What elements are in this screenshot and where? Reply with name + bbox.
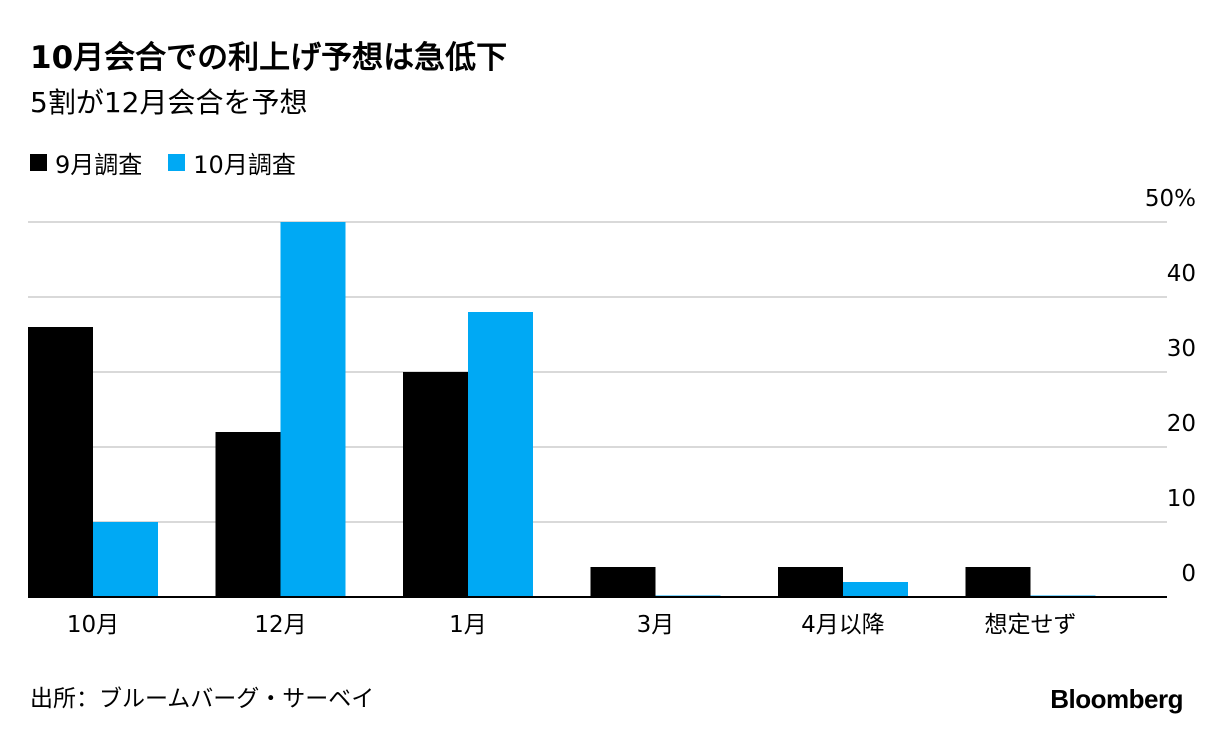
- legend-label-oct: 10月調査: [193, 150, 296, 179]
- x-tick-label: 想定せず: [985, 612, 1077, 638]
- bar-oct-1: [280, 222, 346, 597]
- y-tick-label: 10: [1167, 486, 1196, 512]
- legend-swatch-sep: [30, 153, 47, 171]
- y-tick-label: 30: [1167, 336, 1196, 362]
- bar-oct-4: [843, 582, 908, 597]
- legend-item-oct: 10月調査: [168, 145, 296, 180]
- chart-title: 10月会合での利上げ予想は急低下: [30, 40, 508, 76]
- bar-oct-2: [468, 312, 533, 597]
- x-tick-label: 12月: [254, 612, 306, 638]
- legend: 9月調査 10月調査: [30, 145, 322, 180]
- x-tick-label: 4月以降: [801, 612, 885, 638]
- bar-sep-0: [28, 327, 93, 597]
- bar-sep-1: [215, 432, 281, 597]
- bar-sep-3: [590, 567, 656, 597]
- x-tick-label: 1月: [449, 612, 487, 638]
- legend-swatch-oct: [168, 153, 186, 171]
- y-tick-label: 40: [1167, 261, 1196, 287]
- legend-label-sep: 9月調査: [55, 150, 143, 179]
- source-note: 出所：ブルームバーグ・サーベイ: [30, 686, 375, 712]
- x-tick-label: 3月: [637, 612, 675, 638]
- y-tick-label: 0: [1181, 561, 1196, 587]
- legend-item-sep: 9月調査: [30, 145, 142, 180]
- chart-subtitle: 5割が12月会合を予想: [30, 86, 308, 119]
- bar-sep-2: [403, 372, 468, 597]
- bar-sep-5: [965, 567, 1031, 597]
- y-tick-label: 20: [1167, 411, 1196, 437]
- bar-oct-0: [93, 522, 158, 597]
- bloomberg-logo: Bloomberg: [1050, 684, 1183, 714]
- x-tick-label: 10月: [67, 612, 119, 638]
- bar-sep-4: [778, 567, 843, 597]
- y-tick-label: 50%: [1145, 186, 1196, 212]
